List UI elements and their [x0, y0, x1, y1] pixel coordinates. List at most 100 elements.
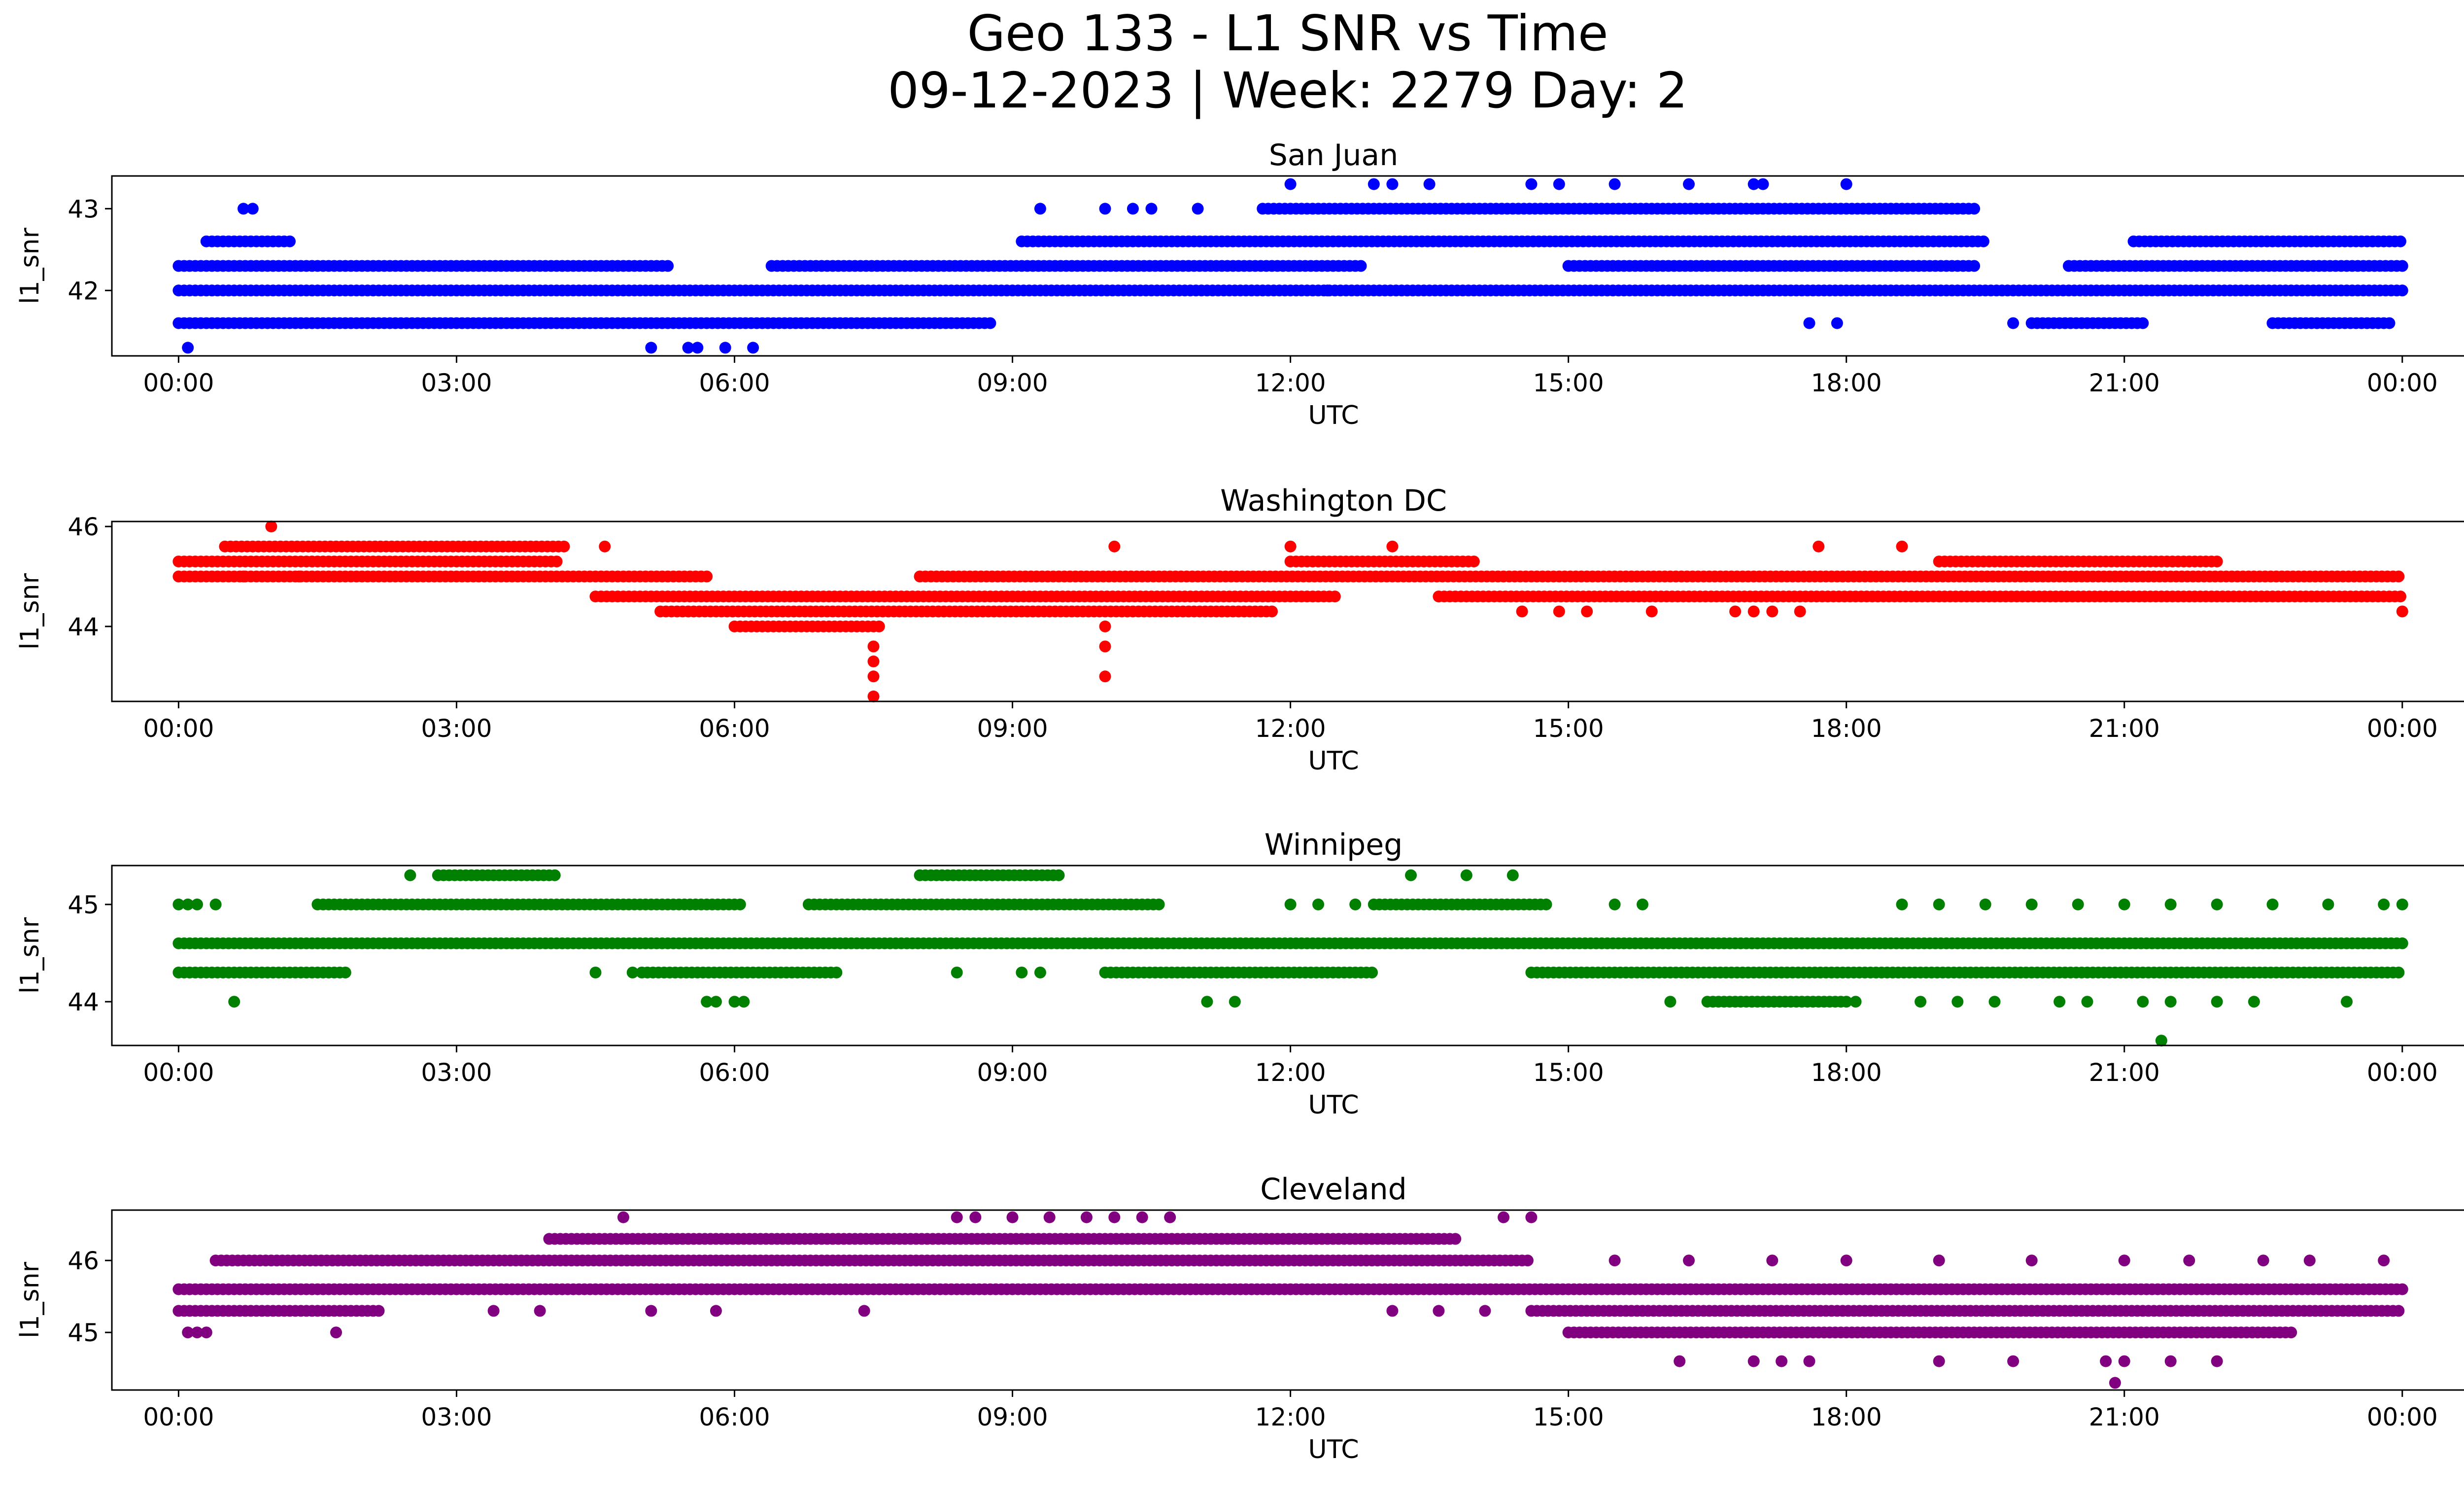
data-point — [2396, 284, 2408, 297]
data-point — [1645, 605, 1658, 618]
data-point — [548, 869, 561, 881]
data-point — [1108, 1211, 1121, 1223]
data-point — [1164, 1211, 1176, 1223]
subplot-title: San Juan — [1269, 138, 1398, 173]
data-point — [710, 1305, 722, 1317]
data-point — [1099, 640, 1111, 653]
axes-frame — [111, 1209, 2464, 1391]
data-point — [1637, 898, 1648, 910]
x-tick-label: 15:00 — [1533, 714, 1604, 743]
y-tick-label: 44 — [68, 988, 99, 1016]
subplot-title: Cleveland — [1260, 1172, 1406, 1207]
data-point — [1312, 898, 1324, 910]
data-point — [2025, 898, 2038, 910]
data-point — [626, 967, 639, 978]
x-tick-label: 12:00 — [1255, 1403, 1326, 1431]
data-point — [1006, 1211, 1019, 1223]
x-tick-label: 06:00 — [699, 369, 770, 397]
y-tick-label: 46 — [68, 513, 99, 541]
x-tick-label: 00:00 — [2367, 369, 2438, 397]
data-point — [728, 996, 741, 1008]
x-tick-label: 00:00 — [143, 369, 214, 397]
data-point — [1977, 235, 1989, 247]
data-point — [200, 1326, 212, 1339]
data-point — [2025, 1254, 2038, 1267]
data-point — [1968, 260, 1981, 272]
data-point — [1766, 605, 1779, 618]
data-point — [1683, 178, 1695, 190]
data-point — [228, 996, 240, 1008]
data-point — [1525, 1211, 1538, 1223]
data-point — [2395, 591, 2406, 603]
data-point — [1355, 260, 1367, 272]
axes-frame — [111, 521, 2464, 702]
data-point — [558, 540, 570, 553]
data-point — [1266, 605, 1278, 618]
x-tick-label: 03:00 — [421, 369, 492, 397]
data-point — [1757, 178, 1769, 190]
data-point — [1405, 869, 1417, 881]
data-point — [867, 670, 880, 683]
data-point — [1525, 178, 1538, 190]
data-point — [1776, 1355, 1788, 1367]
data-point — [1433, 1305, 1445, 1317]
data-point — [2211, 556, 2223, 568]
data-point — [1840, 1254, 1852, 1267]
data-point — [1284, 178, 1297, 190]
data-point — [2393, 967, 2405, 978]
data-point — [2053, 996, 2066, 1008]
x-tick-label: 09:00 — [977, 369, 1048, 397]
x-tick-label: 00:00 — [2367, 1403, 2438, 1431]
subplot-title: Washington DC — [1220, 484, 1447, 518]
data-point — [2164, 898, 2177, 910]
data-point — [1153, 898, 1165, 910]
data-point — [734, 898, 746, 910]
x-tick-label: 06:00 — [699, 1058, 770, 1087]
data-point — [719, 342, 731, 354]
data-point — [1553, 178, 1565, 190]
x-tick-label: 18:00 — [1811, 1403, 1882, 1431]
data-point — [1581, 605, 1593, 618]
data-point — [1933, 898, 1945, 910]
data-point — [1099, 670, 1111, 683]
data-point — [1521, 1254, 1534, 1267]
data-point — [1988, 996, 2001, 1008]
data-point — [2285, 1326, 2297, 1339]
data-point — [2383, 317, 2396, 329]
data-point — [1896, 898, 1908, 910]
y-axis-label: l1_snr — [15, 917, 45, 994]
data-point — [191, 898, 203, 910]
x-tick-label: 06:00 — [699, 1403, 770, 1431]
data-point — [284, 235, 296, 247]
data-point — [1766, 1254, 1779, 1267]
data-markers — [172, 178, 2408, 354]
data-point — [1034, 967, 1046, 978]
x-tick-label: 00:00 — [143, 1058, 214, 1087]
data-point — [710, 996, 722, 1008]
data-point — [1794, 605, 1806, 618]
data-point — [2396, 260, 2408, 272]
data-point — [701, 570, 713, 583]
figure-title-line1: Geo 133 - L1 SNR vs Time — [967, 4, 1608, 62]
data-point — [1099, 620, 1111, 632]
data-point — [238, 203, 249, 215]
data-point — [2396, 1283, 2408, 1295]
data-point — [1664, 996, 1677, 1008]
x-tick-label: 09:00 — [977, 1058, 1048, 1087]
data-point — [2211, 996, 2223, 1008]
data-point — [2396, 898, 2408, 910]
data-point — [951, 967, 963, 978]
x-tick-label: 18:00 — [1811, 714, 1882, 743]
data-point — [2007, 317, 2019, 329]
data-point — [2396, 605, 2408, 618]
data-point — [1016, 967, 1028, 978]
data-point — [1498, 1211, 1509, 1223]
data-point — [2341, 996, 2353, 1008]
x-tick-label: 21:00 — [2089, 714, 2160, 743]
data-point — [867, 655, 880, 667]
data-point — [2322, 898, 2334, 910]
x-tick-label: 03:00 — [421, 1058, 492, 1087]
data-point — [246, 203, 259, 215]
data-point — [2378, 1254, 2390, 1267]
